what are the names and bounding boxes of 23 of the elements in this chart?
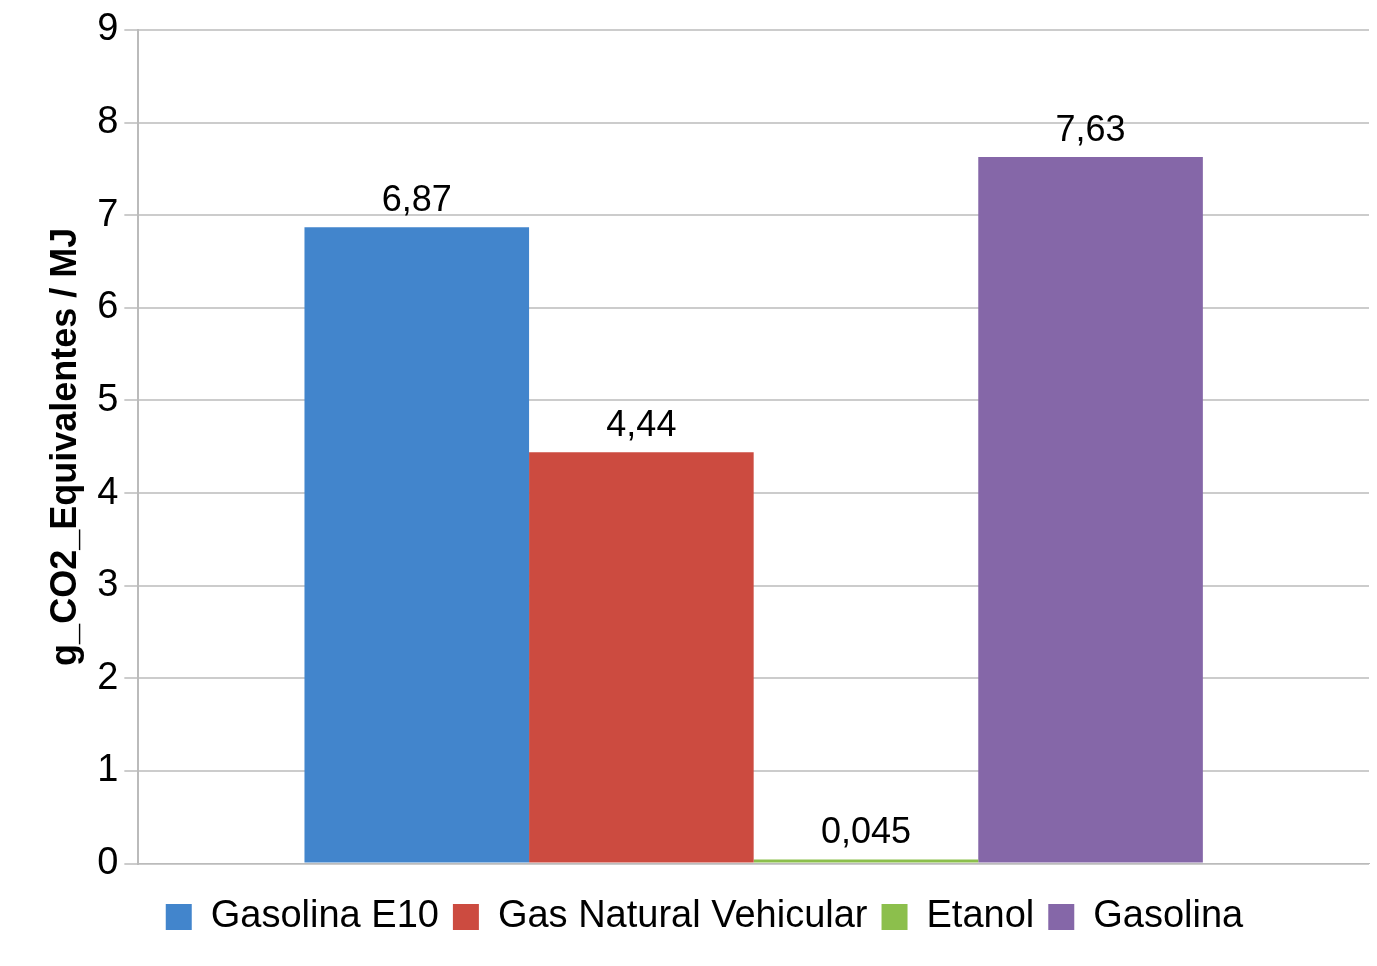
- y-tick-label: 6: [97, 284, 119, 327]
- bar: [529, 452, 754, 863]
- y-tick-label: 9: [97, 6, 119, 49]
- y-tick-label: 4: [97, 469, 119, 512]
- bar: [753, 859, 979, 863]
- data-label: 0,045: [820, 810, 912, 852]
- data-label: 7,63: [1055, 107, 1126, 149]
- legend-label: Etanol: [926, 893, 1035, 936]
- bar: [304, 227, 530, 863]
- bar: [978, 156, 1203, 863]
- y-tick-label: 8: [97, 99, 119, 142]
- y-axis-title: g_CO2_Equivalentes / MJ: [42, 227, 84, 666]
- y-tick-label: 5: [97, 376, 119, 419]
- y-tick-label: 3: [97, 562, 119, 605]
- legend-label: Gasolina E10: [210, 893, 439, 936]
- data-label: 6,87: [381, 178, 452, 220]
- legend-label: Gas Natural Vehicular: [497, 893, 868, 936]
- y-tick-label: 0: [97, 840, 119, 883]
- y-tick-label: 2: [97, 654, 119, 697]
- legend-label: Gasolina: [1093, 893, 1245, 936]
- data-label: 4,44: [606, 403, 677, 445]
- y-tick-label: 7: [97, 191, 119, 234]
- y-tick-label: 1: [97, 747, 119, 790]
